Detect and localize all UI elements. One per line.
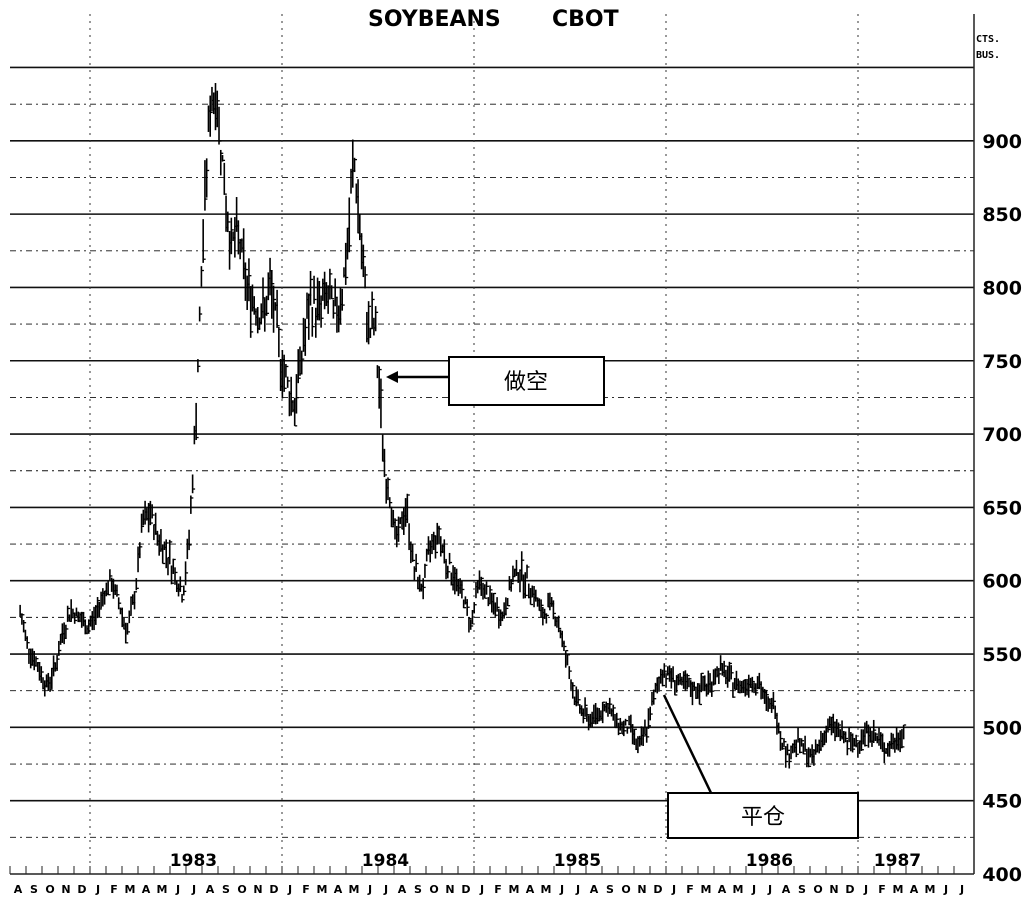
month-label: D	[461, 883, 470, 896]
chart-title: SOYBEANS	[368, 7, 501, 32]
month-label: A	[142, 883, 151, 896]
month-label: J	[575, 883, 580, 896]
y-tick-label: 750	[982, 351, 1022, 373]
price-bars	[19, 83, 907, 769]
year-label: 1985	[554, 851, 601, 871]
month-label: M	[925, 883, 936, 896]
month-label: N	[637, 883, 646, 896]
month-label: J	[191, 883, 196, 896]
month-label: J	[559, 883, 564, 896]
y-tick-label: 700	[982, 424, 1022, 446]
month-label: J	[863, 883, 868, 896]
month-label: F	[110, 883, 118, 896]
month-label: S	[222, 883, 230, 896]
month-label: J	[175, 883, 180, 896]
cover-pointer-line	[662, 694, 714, 796]
month-label: A	[910, 883, 919, 896]
short-annotation-label: 做空	[504, 370, 548, 395]
month-label: M	[893, 883, 904, 896]
month-label: F	[494, 883, 502, 896]
month-label: J	[383, 883, 388, 896]
short-annotation-box	[448, 356, 605, 406]
month-label: J	[767, 883, 772, 896]
y-tick-label: 550	[982, 644, 1022, 666]
month-label: M	[541, 883, 552, 896]
month-label: A	[782, 883, 791, 896]
short-arrow-head	[386, 371, 398, 383]
month-label: J	[287, 883, 292, 896]
month-label: N	[829, 883, 838, 896]
month-label: A	[526, 883, 535, 896]
y-tick-label: 600	[982, 571, 1022, 593]
month-label: O	[813, 883, 822, 896]
month-label: A	[206, 883, 215, 896]
month-label: O	[429, 883, 438, 896]
month-label: S	[606, 883, 614, 896]
month-label: O	[45, 883, 54, 896]
month-label: M	[125, 883, 136, 896]
month-label: D	[653, 883, 662, 896]
y-tick-label: 850	[982, 204, 1022, 226]
month-label: N	[253, 883, 262, 896]
month-label: O	[237, 883, 246, 896]
month-label: S	[414, 883, 422, 896]
month-label: F	[878, 883, 886, 896]
year-gridlines	[9, 14, 955, 874]
month-label: D	[269, 883, 278, 896]
y-tick-label: 650	[982, 497, 1022, 519]
year-label: 1986	[746, 851, 793, 871]
month-label: J	[367, 883, 372, 896]
month-label: M	[701, 883, 712, 896]
month-label: D	[845, 883, 854, 896]
month-label: J	[479, 883, 484, 896]
month-label: A	[398, 883, 407, 896]
exchange-label: CBOT	[552, 7, 619, 32]
month-label: D	[77, 883, 86, 896]
y-tick-label: 450	[982, 791, 1022, 813]
month-label: J	[671, 883, 676, 896]
year-labels: 1983 1984 1985 1986 1987	[170, 851, 921, 871]
month-label: A	[334, 883, 343, 896]
month-label: F	[302, 883, 310, 896]
cover-annotation-box	[667, 792, 859, 839]
month-label: N	[61, 883, 70, 896]
unit-label-line1: CTS.	[976, 34, 1000, 45]
month-label: S	[798, 883, 806, 896]
y-tick-labels: 900 850 800 750 700 650 600 550 500 450 400	[982, 131, 1022, 886]
year-label: 1984	[362, 851, 409, 871]
month-label: J	[959, 883, 964, 896]
month-label: O	[621, 883, 630, 896]
year-label: 1983	[170, 851, 217, 871]
month-label: M	[157, 883, 168, 896]
unit-label-line2: BUS.	[976, 50, 1000, 61]
month-label: F	[686, 883, 694, 896]
y-tick-label: 500	[982, 717, 1022, 739]
month-label: M	[349, 883, 360, 896]
y-tick-label: 400	[982, 864, 1022, 886]
month-label: J	[943, 883, 948, 896]
month-label: A	[718, 883, 727, 896]
month-label: J	[95, 883, 100, 896]
month-label: N	[445, 883, 454, 896]
month-label: A	[14, 883, 23, 896]
month-label: M	[733, 883, 744, 896]
cover-annotation-label: 平仓	[741, 805, 785, 830]
month-label: M	[509, 883, 520, 896]
month-label: A	[590, 883, 599, 896]
y-tick-label: 800	[982, 277, 1022, 299]
month-label: S	[30, 883, 38, 896]
year-label: 1987	[874, 851, 921, 871]
month-label: M	[317, 883, 328, 896]
month-label: J	[751, 883, 756, 896]
y-tick-label: 900	[982, 131, 1022, 153]
trade-annotations: 做空 平仓	[386, 356, 859, 839]
